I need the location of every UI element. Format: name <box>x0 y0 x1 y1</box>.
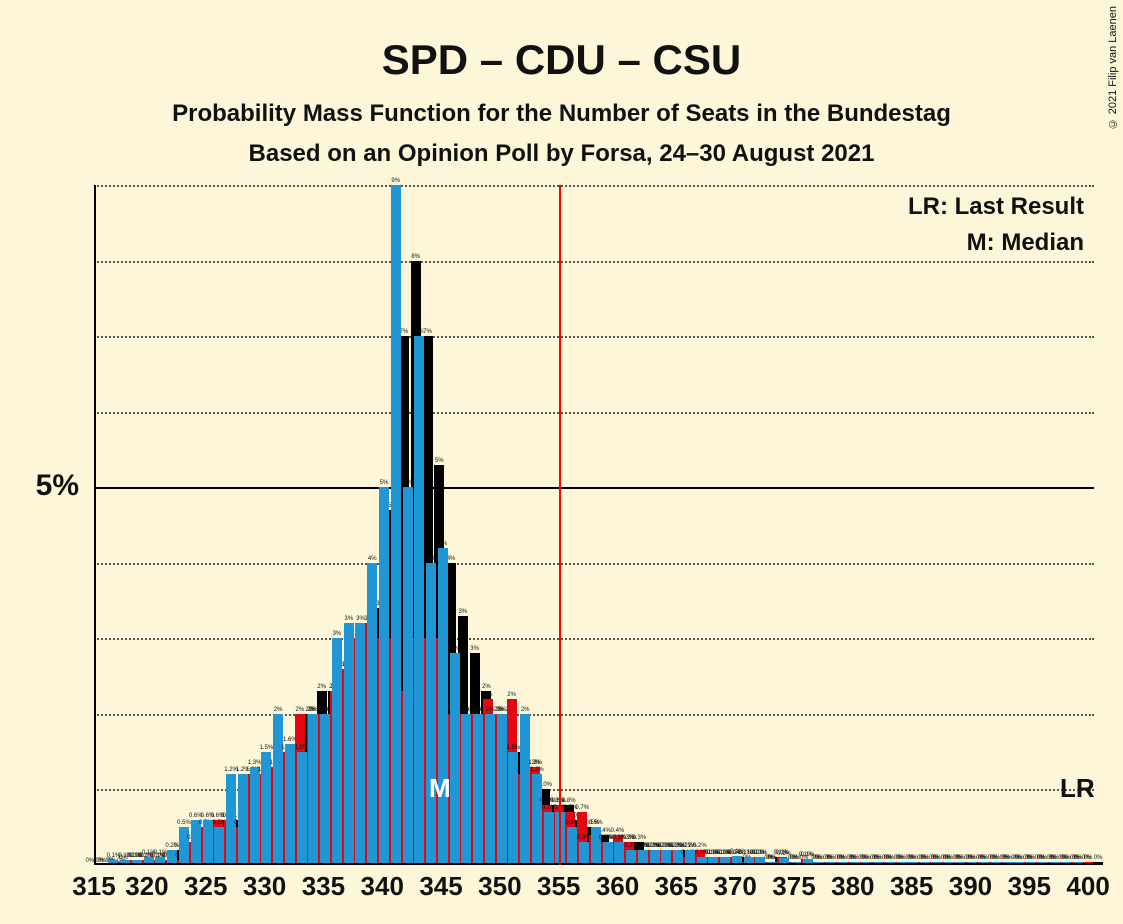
gridline <box>94 638 1094 640</box>
bar-blue <box>532 774 542 865</box>
bar-value-label: 7% <box>409 329 429 335</box>
bar-value-label: 0.3% <box>629 835 649 841</box>
bar-blue <box>344 623 354 865</box>
bar-blue <box>391 185 401 865</box>
bar-value-label: 1.2% <box>527 767 547 773</box>
x-tick-label: 375 <box>764 871 824 902</box>
x-tick-label: 365 <box>646 871 706 902</box>
bar-blue <box>520 714 530 865</box>
x-tick-label: 380 <box>823 871 883 902</box>
bar-blue <box>403 487 413 865</box>
x-axis <box>94 863 1094 865</box>
bar-blue <box>355 623 365 865</box>
bar-blue <box>567 827 577 865</box>
x-tick-label: 335 <box>293 871 353 902</box>
bar-blue <box>497 714 507 865</box>
bar-blue <box>285 744 295 865</box>
x-tick-label: 370 <box>705 871 765 902</box>
chart-subtitle-2: Based on an Opinion Poll by Forsa, 24–30… <box>0 140 1123 168</box>
x-tick-label: 315 <box>64 871 124 902</box>
bar-value-label: 2% <box>515 707 535 713</box>
bar-value-label: 0.2% <box>690 843 710 849</box>
bar-blue <box>332 638 342 865</box>
x-tick-label: 355 <box>529 871 589 902</box>
bar-blue <box>579 842 589 865</box>
bar-blue <box>320 714 330 865</box>
bar-blue <box>591 827 601 865</box>
x-tick-label: 400 <box>1058 871 1118 902</box>
bar-value-label: 2% <box>268 707 288 713</box>
bar-blue <box>297 752 307 865</box>
bar-value-label: 0.4% <box>608 828 628 834</box>
bar-blue <box>191 820 201 865</box>
legend-lr: LR: Last Result <box>874 193 1084 221</box>
gridline <box>94 261 1094 263</box>
bar-blue <box>544 812 554 865</box>
chart-title: SPD – CDU – CSU <box>0 36 1123 84</box>
x-tick-label: 360 <box>588 871 648 902</box>
median-marker: M <box>429 773 451 804</box>
plot-area: 0%0%0%0%0%0%0.1%0%0.1%0.1%0.1%0.1%0.1%0.… <box>94 185 1094 865</box>
legend-m: M: Median <box>874 229 1084 257</box>
chart-subtitle-1: Probability Mass Function for the Number… <box>0 100 1123 128</box>
bar-value-label: 0.7% <box>572 805 592 811</box>
bar-blue <box>203 820 213 865</box>
bar-blue <box>179 827 189 865</box>
x-tick-label: 340 <box>352 871 412 902</box>
bar-value-label: 0% <box>1088 855 1108 861</box>
gridline <box>94 185 1094 187</box>
bar-blue <box>473 714 483 865</box>
bar-blue <box>485 714 495 865</box>
gridline <box>94 412 1094 414</box>
chart-container: © 2021 Filip van Laenen SPD – CDU – CSU … <box>0 0 1123 924</box>
y-axis <box>94 185 96 865</box>
x-tick-label: 330 <box>235 871 295 902</box>
bar-value-label: 2% <box>476 684 496 690</box>
bar-blue <box>414 336 424 865</box>
bar-blue <box>214 827 224 865</box>
lr-marker-text: LR <box>1060 773 1095 804</box>
bar-blue <box>426 563 436 865</box>
bar-value-label: 3% <box>465 646 485 652</box>
gridline <box>94 336 1094 338</box>
bar-value-label: 2% <box>502 692 522 698</box>
bar-value-label: 2% <box>478 692 498 698</box>
bar-blue <box>261 752 271 865</box>
gridline <box>94 487 1094 489</box>
bar-blue <box>308 714 318 865</box>
bar-blue <box>461 714 471 865</box>
y-axis-label: 5% <box>19 469 79 503</box>
lr-vertical-line <box>559 185 561 865</box>
bar-blue <box>250 767 260 865</box>
bar-value-label: 4% <box>433 541 453 547</box>
bar-blue <box>379 487 389 865</box>
bar-blue <box>450 653 460 865</box>
gridline <box>94 563 1094 565</box>
x-tick-label: 395 <box>999 871 1059 902</box>
bar-value-label: 0.8% <box>559 798 579 804</box>
bar-black <box>1093 862 1103 865</box>
bar-value-label: 1.3% <box>525 760 545 766</box>
bar-blue <box>603 842 613 865</box>
gridline <box>94 714 1094 716</box>
x-tick-label: 345 <box>411 871 471 902</box>
bar-value-label: 9% <box>386 178 406 184</box>
bar-value-label: 3% <box>453 609 473 615</box>
x-tick-label: 385 <box>882 871 942 902</box>
bar-value-label: 5% <box>429 458 449 464</box>
bar-blue <box>367 563 377 865</box>
x-tick-label: 320 <box>117 871 177 902</box>
x-tick-label: 325 <box>176 871 236 902</box>
x-tick-label: 350 <box>470 871 530 902</box>
bar-value-label: 0.5% <box>586 820 606 826</box>
bar-blue <box>238 774 248 865</box>
x-tick-label: 390 <box>940 871 1000 902</box>
bar-value-label: 3% <box>445 646 465 652</box>
bar-value-label: 8% <box>406 254 426 260</box>
